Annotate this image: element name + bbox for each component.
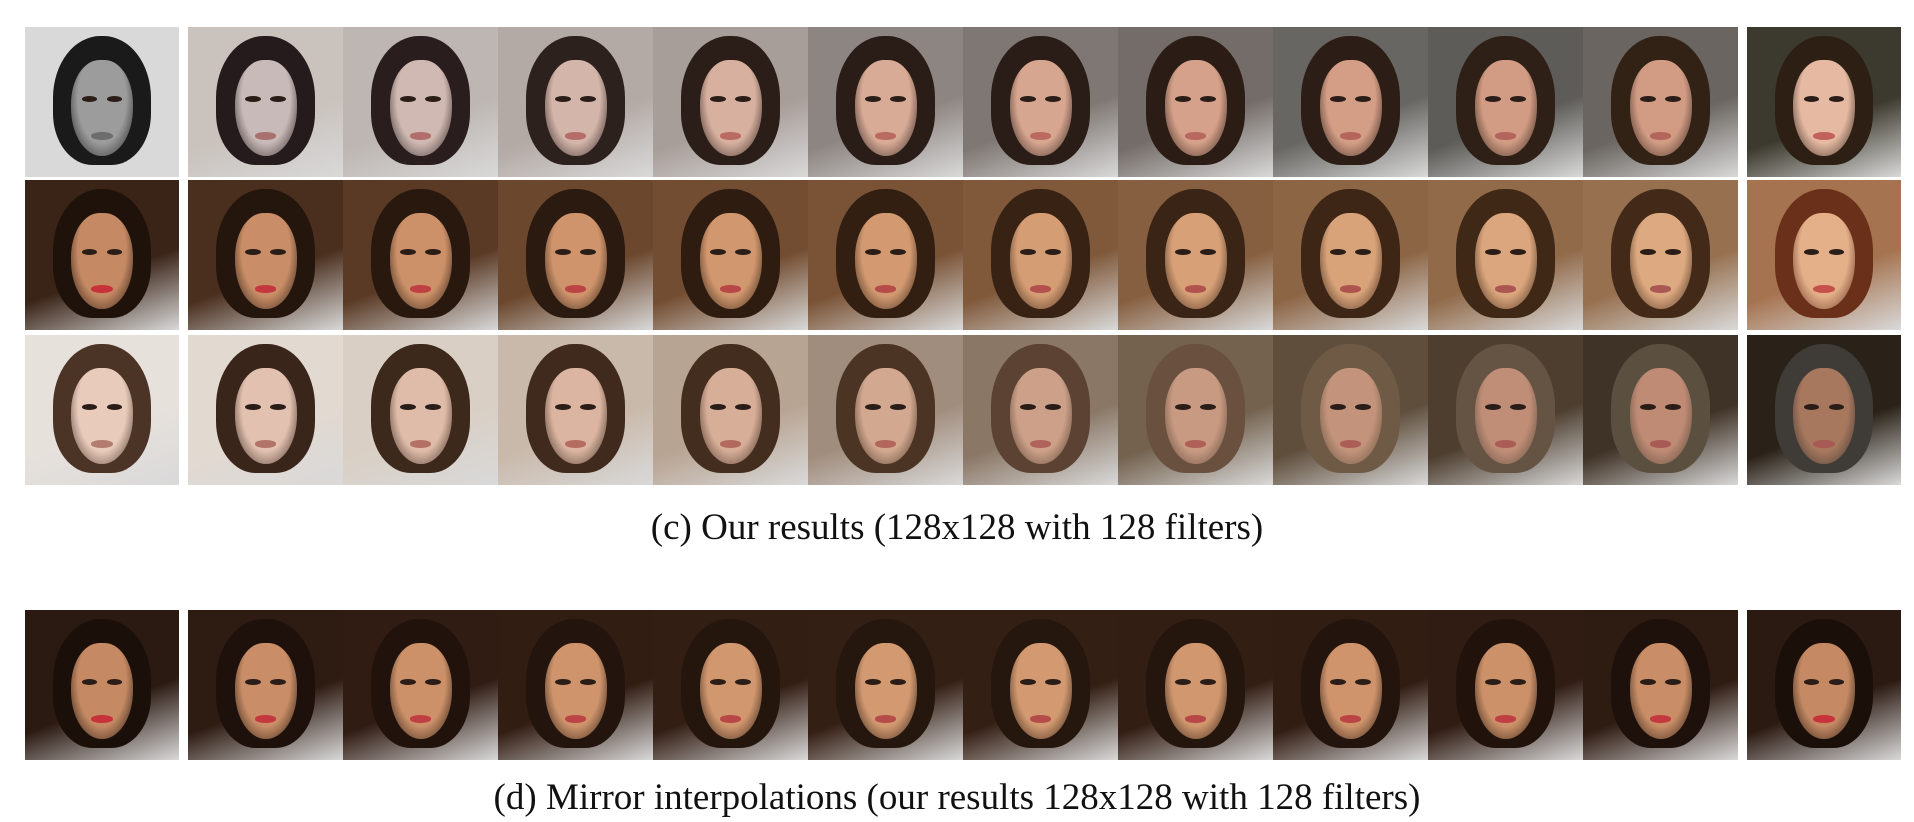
interpolated-face-image xyxy=(1273,180,1428,330)
interpolated-face-image xyxy=(1118,610,1273,760)
interpolated-face-image xyxy=(498,27,653,177)
interpolated-face-image xyxy=(1273,610,1428,760)
interpolated-face-image xyxy=(1273,335,1428,485)
interpolation-row-1 xyxy=(25,27,1901,177)
interpolated-face-image xyxy=(1583,27,1738,177)
interpolated-face-image xyxy=(963,27,1118,177)
caption-c: (c) Our results (128x128 with 128 filter… xyxy=(650,507,1264,548)
caption-d: (d) Mirror interpolations (our results 1… xyxy=(493,777,1421,818)
interpolated-face-image xyxy=(1273,27,1428,177)
interpolated-face-image xyxy=(498,335,653,485)
interpolated-face-image xyxy=(1583,335,1738,485)
target-face-image xyxy=(1747,27,1901,177)
source-face-image xyxy=(25,335,179,485)
interpolated-face-image xyxy=(343,180,498,330)
interpolated-face-image xyxy=(1118,180,1273,330)
interpolated-face-image xyxy=(188,610,343,760)
interpolated-face-image xyxy=(1428,610,1583,760)
interpolated-face-image xyxy=(1428,27,1583,177)
target-face-image xyxy=(1747,180,1901,330)
interpolated-face-image xyxy=(498,180,653,330)
interpolated-face-image xyxy=(808,27,963,177)
interpolated-face-image xyxy=(653,180,808,330)
interpolated-face-image xyxy=(963,610,1118,760)
interpolation-row-2 xyxy=(25,180,1901,330)
interpolation-row-3 xyxy=(25,335,1901,485)
interpolated-face-image xyxy=(1428,180,1583,330)
interpolated-face-image xyxy=(188,335,343,485)
interpolated-face-image xyxy=(1583,180,1738,330)
interpolated-face-image xyxy=(188,27,343,177)
source-face-image xyxy=(25,610,179,760)
interpolated-face-image xyxy=(1428,335,1583,485)
interpolated-face-image xyxy=(653,610,808,760)
mirror-interpolation-row xyxy=(25,610,1901,760)
interpolated-face-image xyxy=(188,180,343,330)
interpolated-face-image xyxy=(1118,335,1273,485)
interpolated-face-image xyxy=(808,180,963,330)
target-face-image xyxy=(1747,610,1901,760)
interpolated-face-image xyxy=(808,610,963,760)
source-face-image xyxy=(25,180,179,330)
interpolated-face-image xyxy=(1118,27,1273,177)
interpolated-face-image xyxy=(808,335,963,485)
interpolated-face-image xyxy=(498,610,653,760)
interpolated-face-image xyxy=(653,27,808,177)
interpolated-face-image xyxy=(653,335,808,485)
interpolated-face-image xyxy=(963,335,1118,485)
target-face-image xyxy=(1747,335,1901,485)
source-face-image xyxy=(25,27,179,177)
interpolated-face-image xyxy=(963,180,1118,330)
interpolated-face-image xyxy=(343,610,498,760)
interpolated-face-image xyxy=(343,27,498,177)
interpolated-face-image xyxy=(1583,610,1738,760)
interpolated-face-image xyxy=(343,335,498,485)
